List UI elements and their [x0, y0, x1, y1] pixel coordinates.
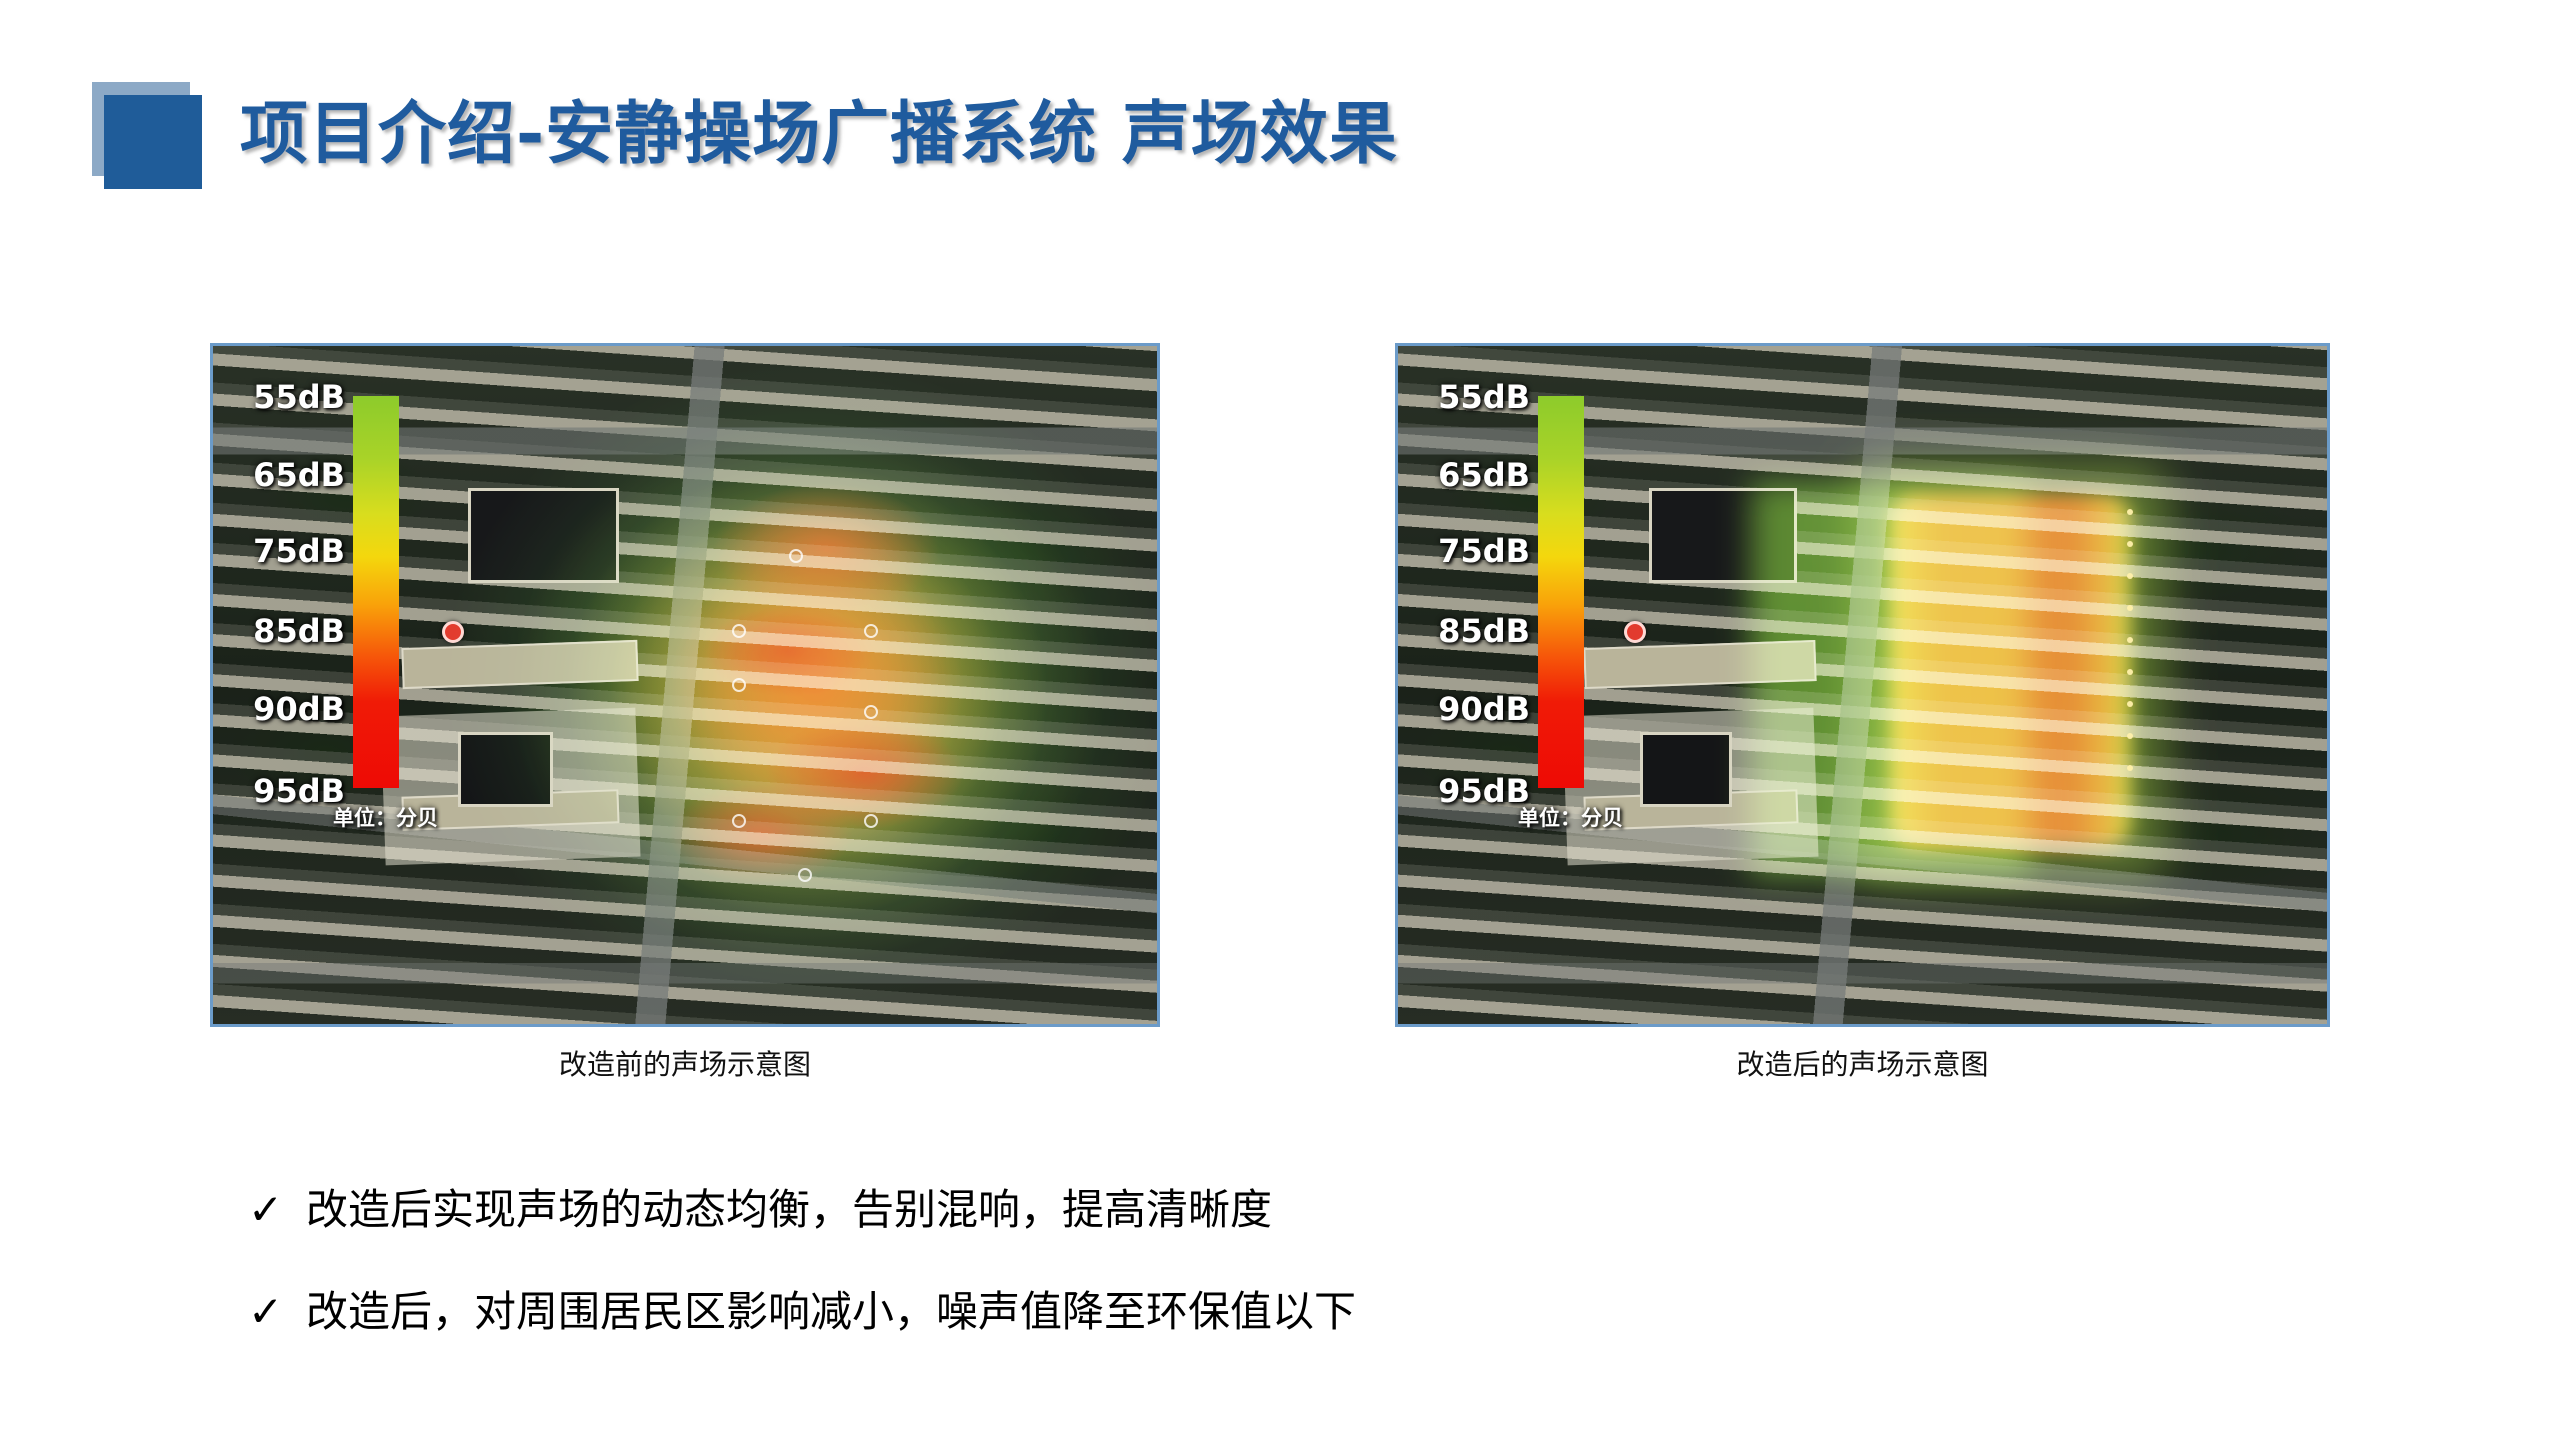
measurement-points-before [213, 346, 1157, 1024]
legend-level-75: 75dB [1438, 532, 1530, 570]
legend-unit-label-before: 单位：分贝 [333, 807, 438, 830]
legend-level-85: 85dB [1438, 612, 1530, 650]
legend-level-65: 65dB [1438, 456, 1530, 494]
legend-level-55: 55dB [1438, 378, 1530, 416]
legend-level-65: 65dB [253, 456, 345, 494]
figure-before: 55dB 65dB 75dB 85dB 90dB 95dB 单位：分贝 改造前的… [210, 343, 1160, 1081]
speaker-array-after [2127, 508, 2135, 841]
legend-after: 55dB 65dB 75dB 85dB 90dB 95dB 单位：分贝 [1422, 372, 1672, 842]
figure-caption-before: 改造前的声场示意图 [558, 1048, 811, 1081]
figures-row: 55dB 65dB 75dB 85dB 90dB 95dB 单位：分贝 改造前的… [0, 343, 2560, 1081]
check-icon: ✓ [248, 1185, 284, 1234]
figure-caption-after: 改造后的声场示意图 [1736, 1048, 1989, 1081]
legend-level-55: 55dB [253, 378, 345, 416]
slide-header: 项目介绍-安静操场广播系统 声场效果 [0, 0, 2560, 230]
bullet-item-2-text: 改造后，对周围居民区影响减小，噪声值降至环保值以下 [306, 1287, 1357, 1336]
noise-heatmap-core-before [628, 393, 1006, 963]
bullet-item-1: ✓ 改造后实现声场的动态均衡，告别混响，提高清晰度 [248, 1182, 2048, 1242]
legend-level-95: 95dB [1438, 772, 1530, 810]
figure-after: 55dB 65dB 75dB 85dB 90dB 95dB 单位：分贝 改造后的… [1395, 343, 2330, 1081]
legend-gradient-bar-after [1538, 396, 1584, 788]
figure-before-frame: 55dB 65dB 75dB 85dB 90dB 95dB 单位：分贝 [210, 343, 1160, 1027]
bullet-item-2: ✓ 改造后，对周围居民区影响减小，噪声值降至环保值以下 [248, 1284, 2048, 1344]
figure-after-frame: 55dB 65dB 75dB 85dB 90dB 95dB 单位：分贝 [1395, 343, 2330, 1027]
legend-level-90: 90dB [1438, 690, 1530, 728]
check-icon: ✓ [248, 1287, 284, 1336]
page-title: 项目介绍-安静操场广播系统 声场效果 [240, 95, 1398, 174]
bullet-list: ✓ 改造后实现声场的动态均衡，告别混响，提高清晰度 ✓ 改造后，对周围居民区影响… [248, 1182, 2048, 1386]
legend-level-85: 85dB [253, 612, 345, 650]
noise-heatmap-after [1890, 495, 2132, 848]
legend-level-95: 95dB [253, 772, 345, 810]
map-marker-icon-after [1623, 621, 1646, 644]
legend-before: 55dB 65dB 75dB 85dB 90dB 95dB 单位：分贝 [237, 372, 487, 842]
legend-level-90: 90dB [253, 690, 345, 728]
title-decoration-square-front [104, 95, 202, 189]
legend-gradient-bar-before [353, 396, 399, 788]
legend-level-75: 75dB [253, 532, 345, 570]
legend-unit-label-after: 单位：分贝 [1518, 807, 1623, 830]
building-south-after [1639, 732, 1733, 808]
bullet-item-1-text: 改造后实现声场的动态均衡，告别混响，提高清晰度 [306, 1185, 1273, 1234]
